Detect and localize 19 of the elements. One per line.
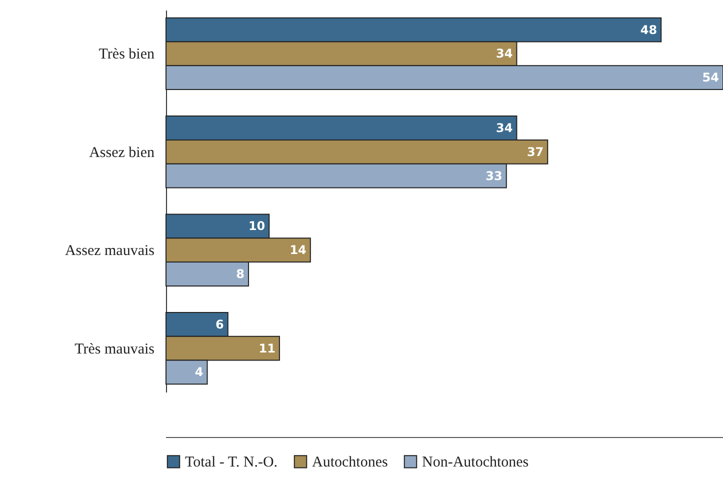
legend-label: Total - T. N.-O. xyxy=(185,454,278,471)
y-tick-label: Très mauvais xyxy=(74,341,155,358)
data-label: 8 xyxy=(236,266,245,281)
y-tick-label: Assez mauvais xyxy=(64,243,155,260)
data-label: 37 xyxy=(526,144,544,159)
legend-label: Autochtones xyxy=(312,454,388,471)
data-label: 10 xyxy=(248,219,266,234)
legend-label: Non-Autochtones xyxy=(422,454,529,471)
data-label: 34 xyxy=(496,121,513,136)
y-tick-label: Assez bien xyxy=(89,144,155,161)
data-label: 4 xyxy=(194,365,204,380)
data-label: 54 xyxy=(702,70,719,85)
y-tick-label: Très bien xyxy=(98,46,155,63)
data-label: 33 xyxy=(486,168,502,183)
data-label: 14 xyxy=(290,243,306,258)
data-label: 48 xyxy=(640,22,658,37)
data-label: 11 xyxy=(258,341,276,356)
data-label: 6 xyxy=(216,317,224,332)
data-label: 34 xyxy=(496,46,513,61)
